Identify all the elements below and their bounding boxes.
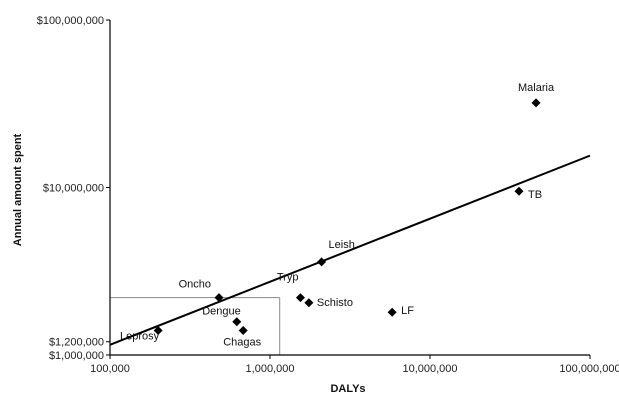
y-axis-title: Annual amount spent [12, 133, 24, 246]
data-point-leprosy [153, 326, 163, 336]
point-label-leish: Leish [329, 239, 355, 251]
point-label-lf: LF [401, 305, 414, 317]
point-label-tb: TB [528, 189, 542, 201]
data-point-leish [317, 257, 327, 267]
y-tick-label: $1,000,000 [49, 350, 104, 362]
data-point-lf [387, 307, 397, 317]
point-label-dengue: Dengue [202, 306, 241, 318]
data-points [153, 98, 541, 336]
y-tick-label: $100,000,000 [37, 15, 104, 27]
point-labels: Malaria TB Leish Oncho Tryp Schisto LF Dengue Ch… [120, 82, 555, 349]
point-label-chagas: Chagas [223, 337, 261, 349]
data-point-tb [514, 186, 524, 196]
x-axis-title: DALYs [330, 383, 365, 395]
data-point-chagas [238, 326, 248, 336]
y-tick-label: $1,200,000 [49, 337, 104, 349]
data-point-oncho [214, 293, 224, 303]
x-tick-label: 10,000,000 [402, 363, 457, 375]
x-tick-label: 100,000,000 [559, 363, 619, 375]
point-label-oncho: Oncho [179, 279, 211, 291]
point-label-leprosy: Leprosy [120, 331, 160, 343]
x-tick-label: 1,000,000 [246, 363, 295, 375]
reference-lines [110, 297, 281, 355]
y-tick-label: $10,000,000 [43, 183, 104, 195]
point-label-schisto: Schisto [317, 297, 353, 309]
data-point-tryp [295, 293, 305, 303]
point-label-malaria: Malaria [518, 82, 555, 94]
point-label-tryp: Tryp [277, 272, 299, 284]
trend-line-group [109, 154, 591, 346]
trend-line [109, 154, 591, 346]
x-tick-label: 100,000 [90, 363, 130, 375]
data-point-malaria [531, 98, 541, 108]
data-point-dengue [232, 317, 242, 327]
data-point-schisto [304, 298, 314, 308]
tick-labels: 100,000 1,000,000 10,000,000 100,000,000 $1,… [37, 15, 619, 375]
